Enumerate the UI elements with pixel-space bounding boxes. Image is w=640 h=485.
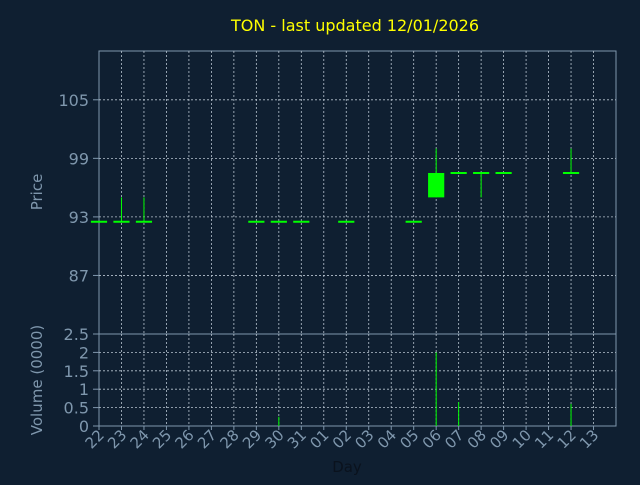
candles [90,148,580,223]
price-tick-label: 99 [69,149,89,168]
day-axis-label: Day [332,458,362,476]
price-axis-label: Price [28,174,46,211]
candle-body [428,172,445,198]
volume-panel: 00.511.522.5 Volume (0000) [28,325,617,436]
volume-tick-label: 1 [79,380,89,399]
volume-tick-label: 0 [79,417,89,436]
day-tick-label: 13 [576,426,602,452]
price-tick-label: 87 [69,266,89,285]
price-tick-label: 93 [69,208,89,227]
price-grid [99,51,616,334]
price-tick-label: 105 [58,91,89,110]
volume-tick-label: 2 [79,343,89,362]
day-x-ticks: 2223242526272829303101020304050607080910… [82,426,602,452]
price-plot-frame [98,50,617,335]
volume-y-ticks: 00.511.522.5 [64,325,99,436]
volume-tick-label: 1.5 [64,362,89,381]
volume-tick-label: 0.5 [64,399,89,418]
chart-title: TON - last updated 12/01/2026 [230,16,479,35]
volume-tick-label: 2.5 [64,325,89,344]
volume-plot-frame [98,333,617,427]
volume-bars [278,352,572,426]
volume-axis-label: Volume (0000) [28,325,46,435]
price-panel: 87 93 99 105 Price [28,50,617,335]
price-y-ticks: 87 93 99 105 [58,91,99,285]
volume-grid [99,334,616,426]
